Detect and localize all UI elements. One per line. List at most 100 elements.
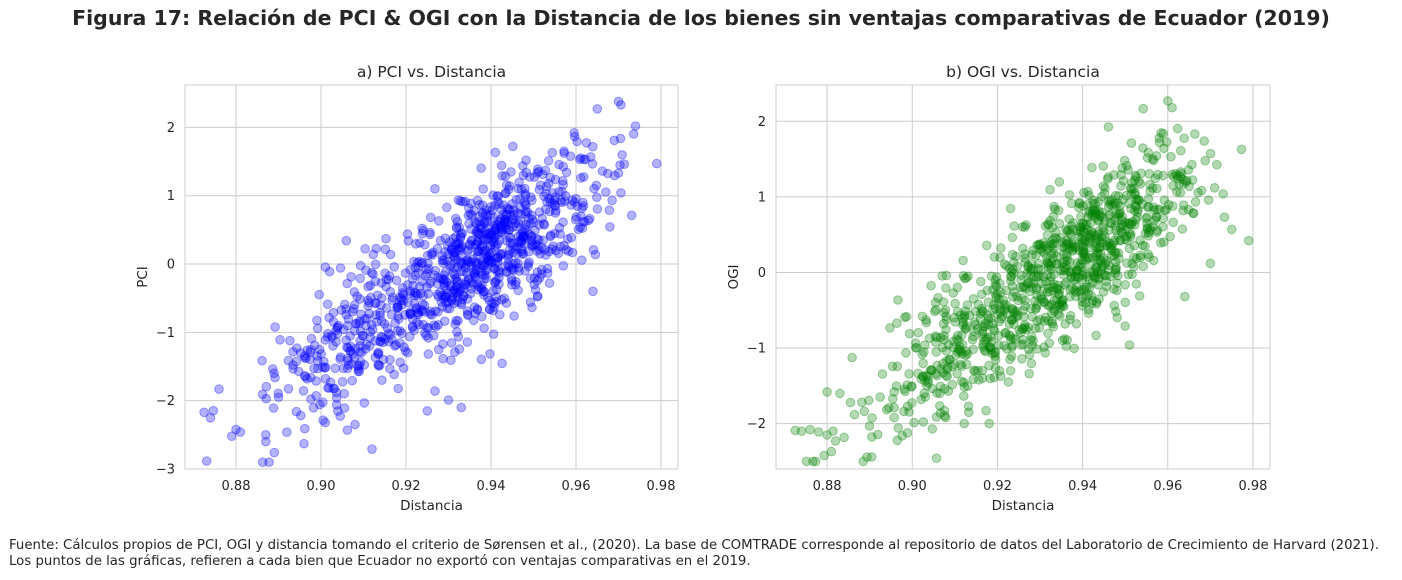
data-point — [991, 293, 1002, 303]
data-point — [1127, 258, 1137, 269]
data-point — [477, 255, 487, 266]
data-point — [488, 190, 498, 200]
data-point — [1156, 128, 1166, 138]
data-point — [460, 196, 471, 207]
data-point — [1084, 282, 1095, 293]
data-point — [402, 280, 413, 290]
data-point — [1205, 258, 1216, 269]
data-point — [588, 245, 599, 255]
data-point — [511, 195, 522, 205]
data-point — [1079, 187, 1089, 198]
data-point — [1018, 324, 1028, 334]
data-point — [999, 305, 1010, 316]
data-point — [959, 377, 969, 388]
data-point — [839, 432, 849, 443]
data-point — [1007, 340, 1018, 351]
data-point — [383, 274, 394, 285]
data-point — [952, 282, 963, 293]
data-point — [544, 206, 555, 217]
data-point — [409, 325, 419, 336]
data-point — [299, 438, 309, 449]
data-point — [902, 428, 913, 438]
data-point — [1006, 276, 1016, 286]
data-point — [501, 267, 512, 278]
data-point — [1048, 211, 1059, 222]
data-point — [379, 319, 390, 329]
data-point — [331, 400, 342, 410]
data-point — [338, 363, 349, 374]
data-point — [472, 258, 482, 269]
data-point — [515, 203, 525, 213]
data-point — [603, 168, 613, 179]
data-point — [341, 235, 352, 246]
data-point — [275, 335, 285, 345]
data-point — [1142, 153, 1153, 163]
data-point — [1116, 181, 1126, 191]
data-point — [889, 412, 900, 423]
data-point — [1090, 198, 1101, 209]
data-point — [546, 230, 556, 240]
data-point — [1115, 201, 1125, 211]
data-point — [1000, 328, 1011, 339]
data-point — [425, 212, 436, 223]
data-point — [557, 186, 567, 197]
data-point — [518, 249, 529, 259]
data-point — [1161, 204, 1172, 215]
data-point — [461, 279, 471, 290]
data-point — [474, 211, 484, 222]
data-point — [942, 355, 952, 366]
data-point — [381, 233, 391, 244]
data-point — [1007, 292, 1018, 302]
data-point — [1032, 290, 1042, 301]
data-point — [1006, 315, 1017, 325]
data-point — [537, 213, 548, 224]
data-point — [920, 376, 930, 387]
data-point — [1127, 177, 1137, 188]
data-point — [543, 178, 554, 189]
data-point — [205, 413, 216, 423]
data-point — [494, 235, 505, 245]
data-point — [353, 361, 363, 371]
data-point — [479, 290, 489, 300]
data-point — [866, 452, 877, 462]
data-point — [1017, 354, 1027, 364]
data-point — [1226, 224, 1237, 235]
data-point — [1052, 259, 1062, 269]
data-point — [972, 324, 983, 334]
data-point — [489, 233, 500, 243]
data-point — [454, 344, 465, 354]
data-point — [438, 339, 448, 349]
data-point — [1111, 225, 1121, 236]
data-point — [933, 293, 943, 303]
data-point — [1159, 237, 1169, 247]
data-point — [572, 136, 582, 147]
data-point — [445, 282, 456, 292]
data-point — [969, 326, 979, 337]
data-point — [478, 209, 488, 219]
data-point — [374, 360, 385, 371]
data-point — [423, 349, 434, 359]
data-point — [413, 268, 424, 278]
data-point — [1009, 287, 1020, 297]
data-point — [514, 266, 524, 276]
data-point — [935, 401, 945, 411]
data-point — [367, 268, 377, 278]
data-point — [466, 235, 477, 246]
data-point — [1149, 205, 1159, 215]
data-point — [419, 300, 430, 311]
data-point — [1145, 226, 1155, 236]
data-point — [1172, 173, 1183, 184]
data-point — [332, 406, 343, 416]
data-point — [235, 427, 246, 437]
data-point — [512, 249, 522, 259]
data-point — [508, 222, 519, 232]
data-point — [488, 305, 498, 316]
data-point — [1063, 238, 1073, 248]
data-point — [545, 172, 556, 183]
data-point — [1134, 291, 1145, 301]
data-point — [409, 290, 420, 301]
data-point — [432, 289, 443, 300]
data-point — [1054, 218, 1065, 229]
data-point — [316, 349, 327, 359]
data-point — [413, 307, 423, 318]
